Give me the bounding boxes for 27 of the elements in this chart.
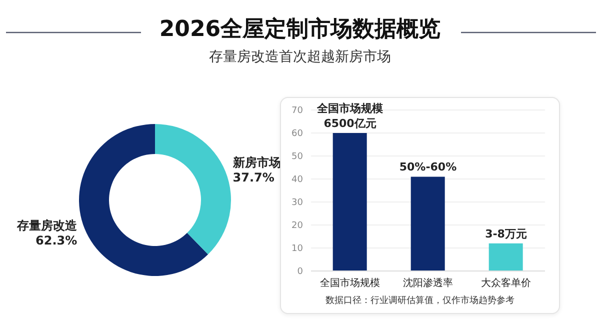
- annotation: 6500亿元: [324, 117, 376, 130]
- y-tick-label: 30: [292, 198, 304, 208]
- annotation: 3-8万元: [485, 227, 527, 240]
- y-tick-label: 10: [292, 244, 304, 254]
- chart-subtitle: 存量房改造首次超越新房市场: [208, 48, 392, 66]
- x-tick-label: 大众客单价: [481, 277, 531, 290]
- donut-slice: [79, 124, 208, 276]
- x-tick-label: 沈阳渗透率: [403, 277, 453, 290]
- chart-title: 2026全屋定制市场数据概览: [158, 16, 442, 44]
- bar: [332, 133, 367, 271]
- y-tick-label: 40: [292, 175, 304, 186]
- annotation: 全国市场规模: [316, 102, 384, 115]
- bar: [410, 176, 445, 271]
- data-label: 62.3%: [36, 234, 78, 248]
- bar: [488, 243, 523, 271]
- data-label: 37.7%: [232, 170, 274, 184]
- y-tick-label: 0: [297, 267, 304, 278]
- x-tick-label: 全国市场规模: [320, 277, 380, 290]
- donut-slice: [155, 124, 231, 254]
- text: 数据口径：行业调研估算值，仅作市场趋势参考: [324, 294, 516, 307]
- annotation: 50%-60%: [399, 160, 457, 174]
- slice-label: 存量房改造: [16, 218, 78, 233]
- y-tick-label: 20: [292, 221, 304, 232]
- y-tick-label: 70: [292, 106, 304, 116]
- y-tick-label: 60: [292, 129, 304, 140]
- slice-label: 新房市场: [232, 155, 281, 170]
- y-tick-label: 50: [292, 152, 304, 162]
